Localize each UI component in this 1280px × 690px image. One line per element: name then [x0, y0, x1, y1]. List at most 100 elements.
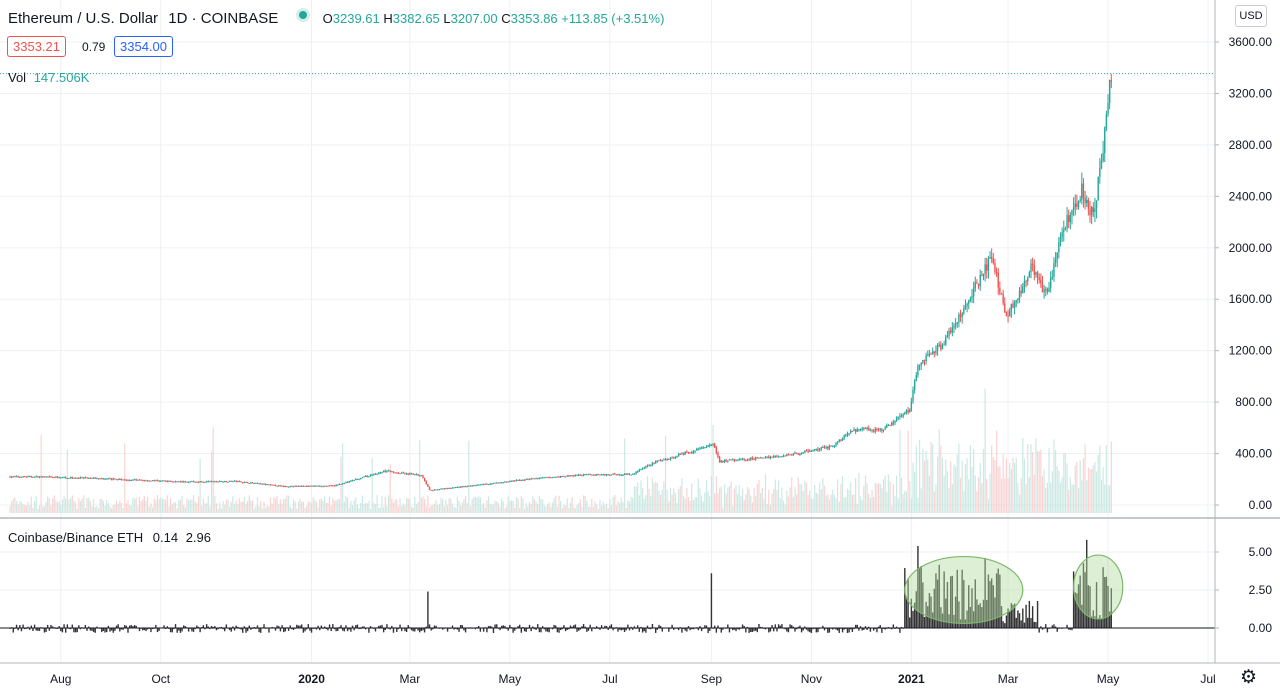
indicator-bar: [50, 624, 52, 628]
indicator-bar: [164, 628, 167, 630]
indicator-bar: [163, 625, 165, 628]
bid-price-box[interactable]: 3353.21: [7, 36, 66, 57]
candle-body: [922, 360, 924, 363]
indicator-bar: [537, 624, 539, 628]
volume-bar: [694, 497, 696, 513]
volume-bar: [823, 485, 826, 513]
volume-bar: [538, 496, 540, 513]
volume-bar: [542, 499, 544, 513]
candle-body: [210, 481, 213, 483]
candle-body: [784, 455, 786, 457]
volume-bar: [815, 492, 817, 513]
currency-button[interactable]: USD: [1235, 5, 1267, 27]
candle-body: [1069, 214, 1072, 222]
volume-bar: [120, 502, 123, 513]
candle-body: [1028, 272, 1031, 278]
indicator-bar: [689, 628, 691, 631]
candle-body: [1051, 277, 1054, 279]
volume-bar: [376, 495, 378, 513]
candle-body: [307, 485, 309, 487]
volume-bar: [646, 476, 649, 513]
indicator-bar: [246, 628, 249, 632]
candle-body: [337, 484, 339, 486]
indicator-bar: [332, 624, 334, 628]
volume-bar: [291, 508, 293, 513]
candle-body: [396, 472, 398, 474]
candle-body: [107, 478, 110, 480]
volume-bar: [63, 496, 65, 513]
volume-bar: [987, 499, 989, 513]
volume-bar: [17, 504, 19, 513]
candle-body: [1100, 160, 1103, 169]
candle-body: [909, 409, 911, 413]
candle-body: [464, 486, 467, 488]
volume-bar: [610, 505, 613, 513]
volume-bar: [414, 496, 416, 513]
candle-body: [350, 480, 352, 482]
candle-body: [504, 481, 506, 483]
indicator-name[interactable]: Coinbase/Binance ETH: [8, 530, 144, 545]
candle-body: [340, 484, 342, 486]
candle-body: [559, 475, 562, 478]
volume-bar: [58, 501, 60, 513]
candle-body: [1013, 301, 1016, 308]
candle-body: [428, 486, 431, 490]
candle-body: [684, 451, 686, 455]
candle-body: [60, 477, 62, 479]
candle-body: [191, 481, 193, 483]
volume-bar: [630, 496, 632, 513]
volume-bar: [571, 496, 573, 513]
candle-body: [546, 477, 549, 479]
candle-body: [827, 447, 829, 449]
candle-body: [728, 459, 731, 461]
interval-label[interactable]: 1D: [168, 10, 188, 27]
candle-body: [845, 434, 847, 436]
indicator-bar: [699, 626, 701, 628]
volume-bar: [392, 502, 395, 513]
indicator-bar: [1076, 593, 1078, 628]
volume-bar: [386, 506, 388, 513]
indicator-bar: [868, 626, 870, 628]
candle-body: [1092, 207, 1094, 213]
candle-body: [292, 486, 295, 488]
candle-body: [83, 477, 85, 479]
volume-bar: [678, 489, 680, 513]
highlight-ellipse: [1073, 554, 1124, 620]
candle-body: [846, 433, 849, 435]
indicator-bar: [327, 628, 329, 631]
volume-bar: [420, 497, 422, 513]
volume-bar: [1023, 458, 1026, 513]
volume-bar: [915, 445, 917, 513]
gear-icon[interactable]: ⚙: [1240, 667, 1258, 688]
volume-bar: [818, 482, 821, 513]
candle-body: [63, 477, 65, 479]
candle-body: [142, 480, 144, 482]
volume-bar: [635, 486, 637, 513]
candle-body: [661, 459, 663, 461]
symbol-name[interactable]: Ethereum / U.S. Dollar: [8, 10, 159, 27]
volume-bar: [399, 498, 401, 513]
volume-bar: [27, 501, 29, 513]
indicator-bar: [500, 625, 503, 628]
indicator-bar: [805, 628, 808, 630]
volume-bar: [884, 475, 886, 513]
indicator-bar: [640, 626, 642, 628]
candle-body: [864, 428, 867, 430]
candle-body: [836, 442, 839, 444]
volume-bar: [797, 477, 799, 513]
indicator-bar: [428, 624, 431, 628]
volume-bar: [496, 501, 498, 513]
volume-bar: [332, 497, 334, 513]
indicator-bar: [351, 625, 354, 628]
volume-bar: [178, 499, 180, 513]
candle-body: [968, 300, 970, 304]
indicator-bar: [923, 616, 926, 628]
candle-body: [346, 481, 349, 483]
ask-price-box[interactable]: 3354.00: [114, 36, 173, 57]
candle-body: [448, 487, 450, 489]
volume-bar: [1066, 463, 1068, 513]
indicator-bar: [946, 582, 949, 628]
volume-bar: [378, 507, 380, 513]
volume-bar: [450, 499, 452, 513]
